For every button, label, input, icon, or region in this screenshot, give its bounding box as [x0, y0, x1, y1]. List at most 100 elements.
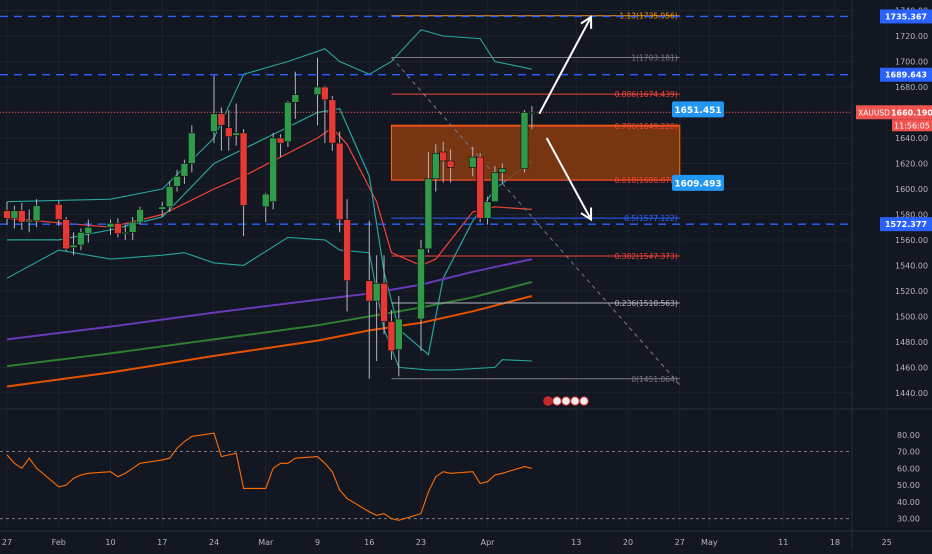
time-tick-label: May: [701, 538, 718, 547]
moving-average-line: [6, 258, 533, 341]
time-tick-label: 18: [830, 538, 840, 547]
forecast-arrowhead: [580, 15, 593, 29]
economic-event-marker: [552, 396, 562, 406]
current-price-tag: [892, 105, 932, 120]
bollinger-lower-band: [6, 236, 532, 371]
price-callout-box: [672, 101, 724, 118]
oscillator-tick-label: 50.00: [897, 481, 920, 490]
candle-body: [372, 282, 381, 302]
candle-body: [10, 210, 19, 219]
price-tick-label: 1540.00: [895, 261, 928, 270]
candle-body: [269, 137, 277, 203]
candle-body: [232, 132, 240, 136]
candle-body: [121, 232, 130, 234]
candle-body: [284, 102, 292, 143]
economic-event-marker: [543, 396, 553, 406]
candle-body: [158, 206, 167, 210]
candle-body: [136, 209, 144, 223]
candle-body: [25, 220, 33, 223]
candle-body: [313, 86, 322, 95]
price-callout-label: 1651.451: [674, 106, 721, 116]
price-callout-box: [672, 174, 724, 191]
oscillator-line: [6, 432, 533, 521]
candle-body: [468, 156, 477, 168]
price-callout-label: 1609.493: [674, 179, 721, 189]
candle-body: [395, 318, 403, 350]
price-tick-label: 1560.00: [895, 236, 928, 245]
candle-body: [387, 321, 396, 352]
countdown-tag: [892, 119, 932, 132]
price-tick-label: 1640.00: [895, 134, 928, 143]
oscillator-tick-label: 60.00: [897, 464, 920, 473]
price-level-tag-label: 1735.367: [885, 12, 927, 21]
fib-level-label: 0.382(1547.373): [615, 252, 678, 261]
candle-body: [446, 160, 455, 168]
fib-level-label: 0.618(1606.872): [615, 176, 678, 185]
economic-event-marker: [579, 396, 589, 406]
fib-level-label: 0(1451.064): [631, 375, 677, 384]
time-tick-label: 24: [209, 538, 219, 547]
time-tick-label: 23: [416, 538, 426, 547]
moving-average-line: [6, 295, 533, 388]
candle-body: [476, 156, 484, 219]
price-tick-label: 1600.00: [895, 185, 928, 194]
candle-body: [424, 178, 433, 250]
time-tick-label: 20: [623, 538, 633, 547]
price-tick-label: 1620.00: [895, 159, 928, 168]
candle-body: [321, 86, 329, 101]
time-tick-label: 13: [571, 538, 581, 547]
bollinger-upper-band: [6, 29, 533, 203]
oscillator-tick-label: 40.00: [897, 498, 920, 507]
candle-body: [328, 99, 337, 144]
candle-body: [77, 232, 85, 246]
price-tick-label: 1700.00: [895, 58, 928, 67]
candle-body: [291, 94, 300, 103]
countdown-label: 11:56:05: [894, 121, 930, 130]
time-tick-label: 16: [364, 538, 374, 547]
candle-body: [114, 223, 122, 234]
oscillator-tick-label: 70.00: [897, 448, 920, 457]
fib-level-label: 0.5(1577.122): [624, 214, 678, 223]
candle-body: [431, 152, 440, 180]
price-tick-label: 1460.00: [895, 363, 928, 372]
candle-body: [239, 132, 248, 206]
candle-body: [128, 221, 137, 233]
forecast-arrow: [538, 16, 592, 115]
time-tick-label: 25: [882, 538, 892, 547]
moving-average-line: [6, 281, 533, 368]
time-tick-label: Feb: [52, 538, 66, 547]
fib-level-label: 0.236(1510.563): [615, 299, 678, 308]
price-level-tag: [880, 217, 932, 232]
candle-body: [335, 142, 344, 220]
candle-body: [54, 203, 63, 220]
candle-body: [69, 244, 78, 248]
forecast-arrow: [545, 137, 592, 221]
candle-body: [17, 210, 26, 223]
candle-body: [217, 113, 226, 126]
price-tick-label: 1520.00: [895, 287, 928, 296]
candle-body: [188, 132, 196, 164]
candle-body: [528, 112, 536, 114]
price-level-tag: [880, 67, 932, 82]
price-level-tag: [880, 9, 932, 24]
current-price-label: 1660.190: [891, 108, 932, 117]
candle-body: [498, 168, 507, 173]
candle-body: [106, 223, 115, 228]
economic-event-marker: [561, 396, 571, 406]
price-tick-label: 1720.00: [895, 32, 928, 41]
time-tick-label: Apr: [481, 538, 496, 547]
time-tick-label: 17: [157, 538, 167, 547]
time-tick-label: 27: [2, 538, 12, 547]
price-tick-label: 1500.00: [895, 312, 928, 321]
time-tick-label: Mar: [258, 538, 274, 547]
candle-body: [365, 280, 374, 302]
candle-body: [62, 219, 70, 250]
candle-body: [276, 137, 285, 144]
candle-body: [483, 201, 492, 219]
price-tick-label: 1440.00: [895, 389, 928, 398]
time-tick-label: 9: [315, 538, 320, 547]
time-tick-label: 27: [675, 538, 685, 547]
time-tick-label: 10: [105, 538, 115, 547]
